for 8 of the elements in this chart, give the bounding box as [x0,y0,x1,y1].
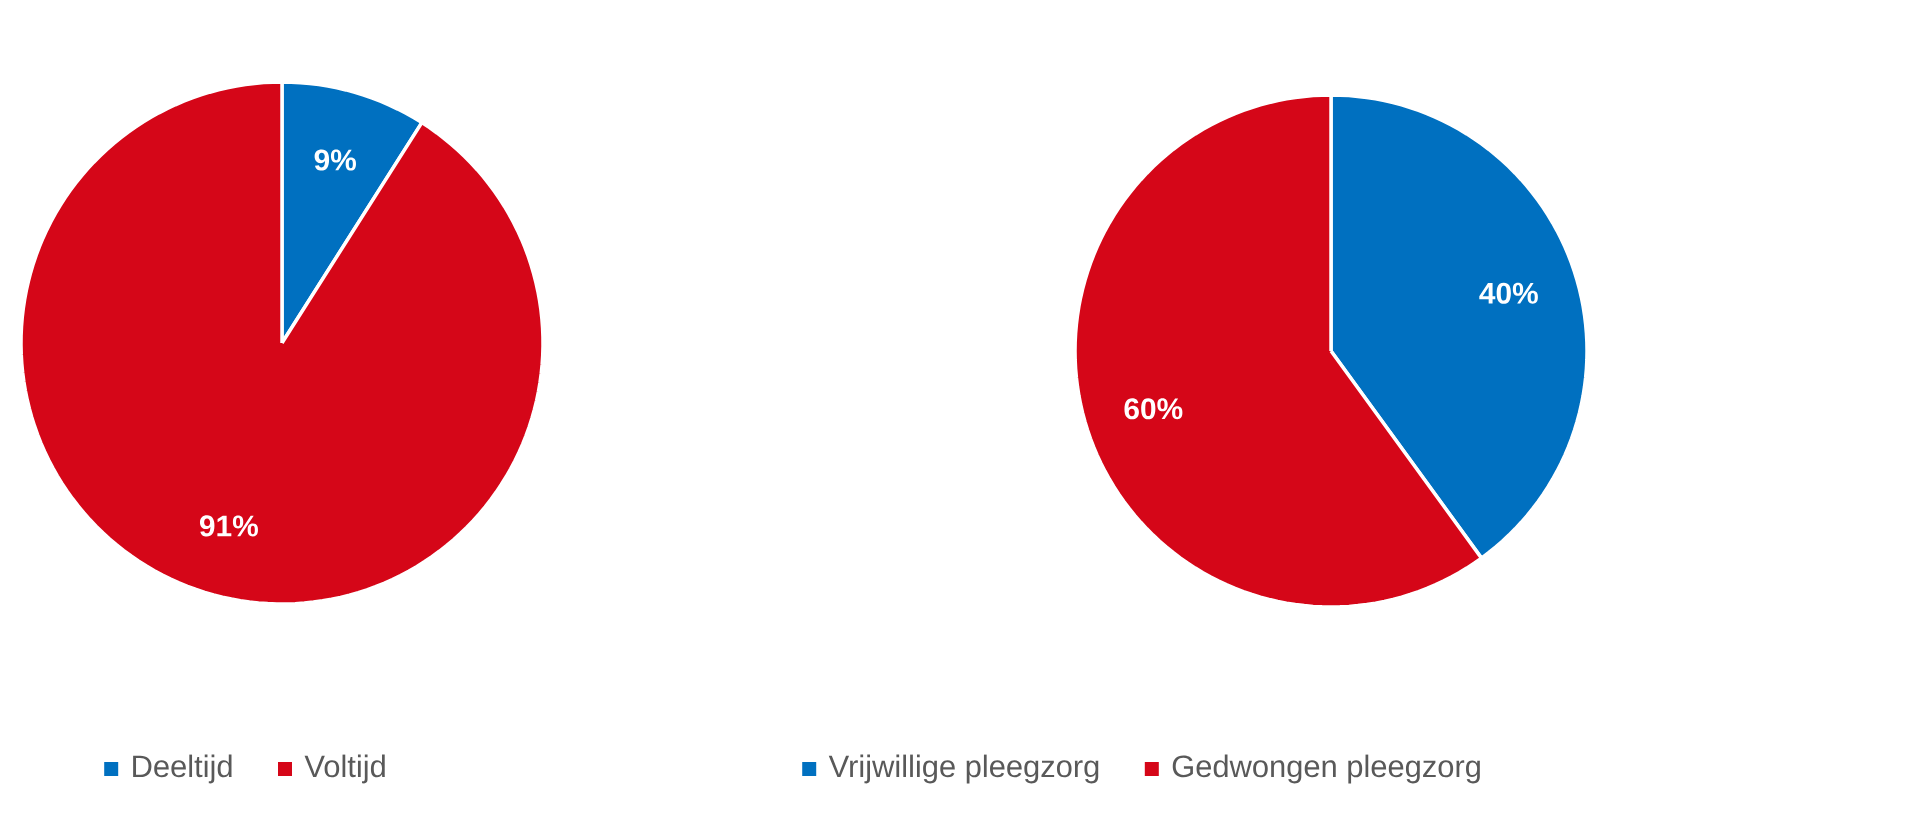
legend-label: Gedwongen pleegzorg [1172,754,1480,784]
legend-label: Deeltijd [133,754,232,784]
data-label: 9% [314,149,356,171]
legend-label: Vrijwillige pleegzorg [828,754,1099,784]
data-label: 40% [1479,282,1538,304]
data-label: 91% [199,515,258,537]
legend-label: Voltijd [304,754,385,784]
data-label: 60% [1124,398,1183,420]
